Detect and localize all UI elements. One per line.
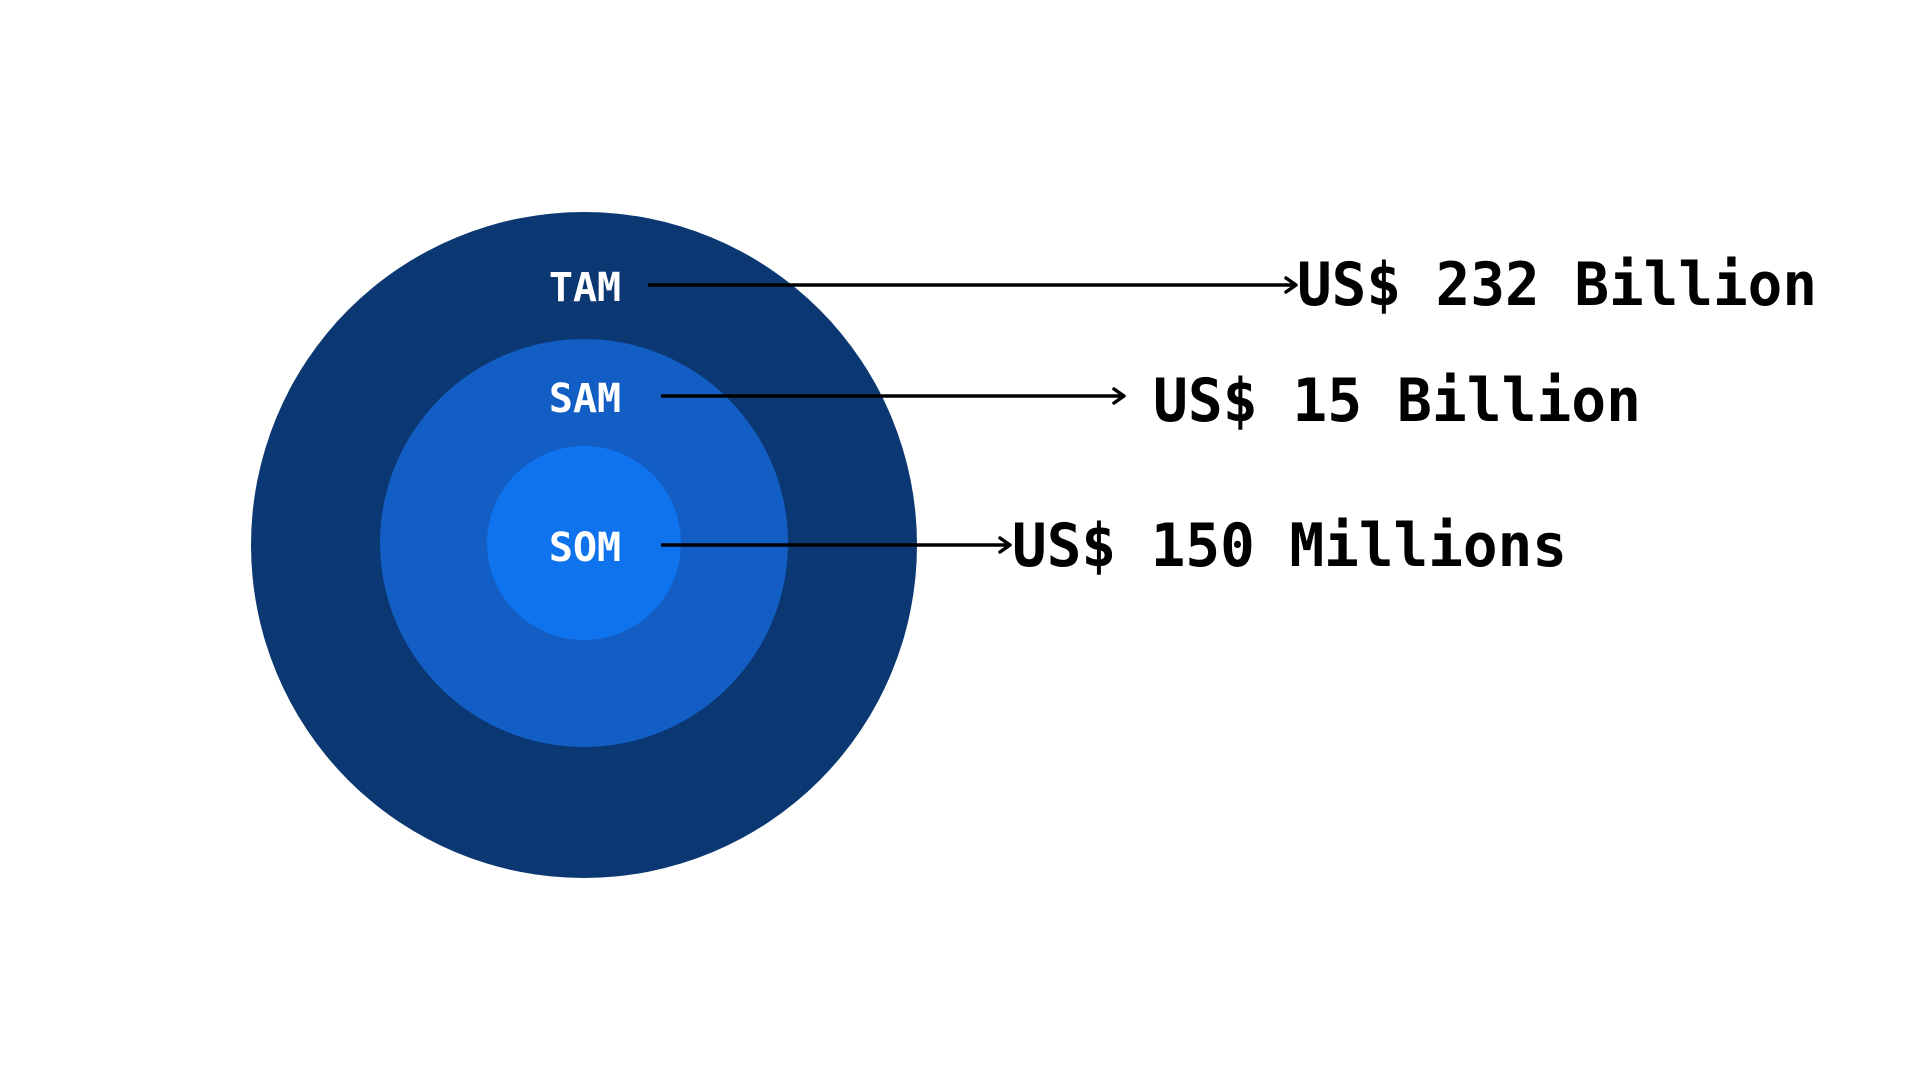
sam-value: US$ 15 Billion [1153, 366, 1641, 436]
sam-label: SAM [549, 376, 621, 422]
som-arrow [661, 536, 1012, 554]
som-label: SOM [549, 525, 621, 571]
tam-label: TAM [549, 265, 621, 311]
sam-arrow [661, 387, 1126, 405]
som-value: US$ 150 Millions [1012, 511, 1567, 581]
tam-arrow [648, 276, 1298, 294]
som-circle [487, 446, 681, 640]
tam-value: US$ 232 Billion [1297, 250, 1817, 320]
